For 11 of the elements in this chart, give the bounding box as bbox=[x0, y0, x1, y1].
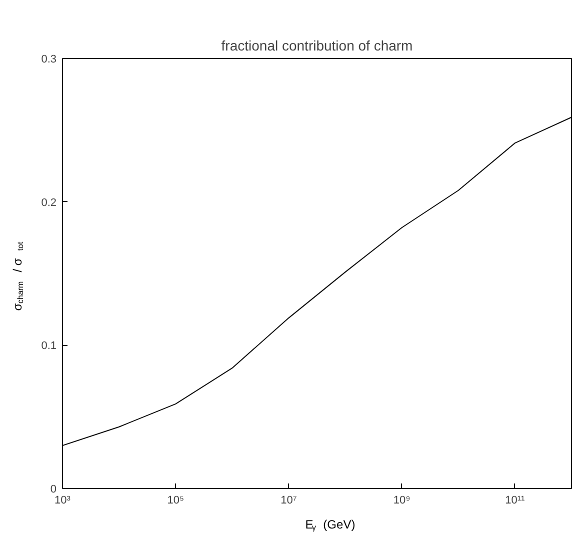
y-tick-label: 0 bbox=[50, 484, 57, 496]
x-tick-label: 10⁷ bbox=[280, 494, 297, 506]
y-tick-label: 0.3 bbox=[41, 54, 57, 66]
x-tick-label: 10⁹ bbox=[393, 494, 410, 506]
x-tick-label: 10¹¹ bbox=[505, 494, 526, 506]
y-tick-label: 0.1 bbox=[41, 340, 57, 352]
x-tick-label: 10⁵ bbox=[167, 494, 184, 506]
x-tick-label: 10³ bbox=[54, 494, 71, 506]
y-tick-label: 0.2 bbox=[41, 196, 57, 209]
chart-title: fractional contribution of charm bbox=[221, 38, 413, 54]
y-axis-title: σcharm / σtot bbox=[10, 241, 25, 311]
